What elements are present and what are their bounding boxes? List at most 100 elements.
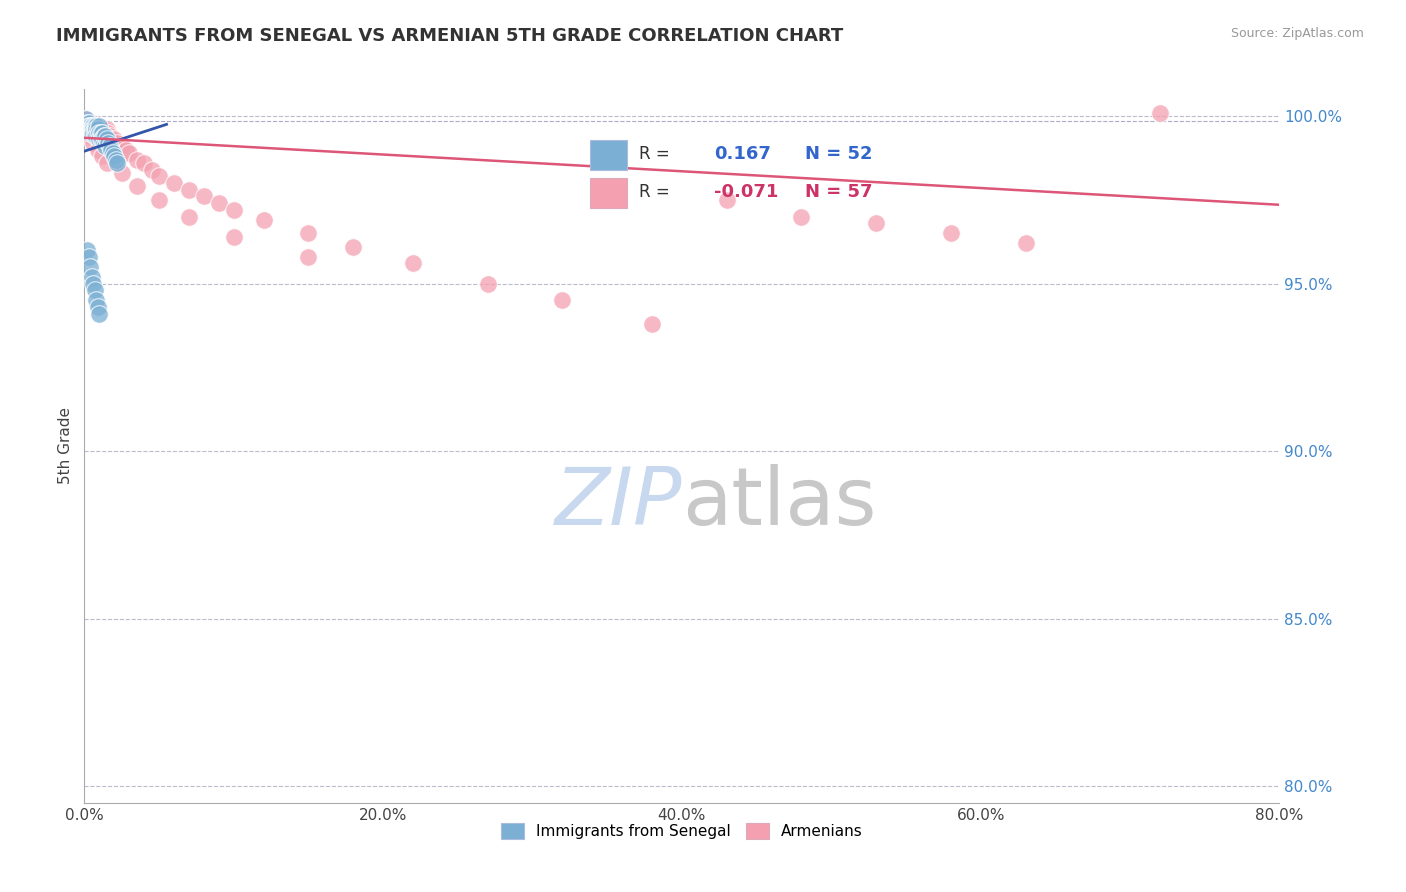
Point — [91, 149, 114, 163]
Point — [83, 283, 105, 297]
Point — [94, 129, 117, 144]
Point — [96, 122, 118, 136]
Point — [89, 132, 111, 146]
Point — [80, 119, 103, 133]
Point — [551, 293, 574, 308]
Point — [148, 193, 170, 207]
Point — [208, 196, 231, 211]
Point — [90, 126, 112, 140]
Point — [96, 132, 118, 146]
Point — [77, 250, 100, 264]
Point — [93, 126, 115, 140]
Point — [77, 116, 100, 130]
Point — [79, 260, 101, 274]
Point — [91, 122, 114, 136]
Point — [89, 119, 111, 133]
Point — [297, 227, 319, 241]
Point — [716, 193, 738, 207]
Legend: Immigrants from Senegal, Armenians: Immigrants from Senegal, Armenians — [495, 817, 869, 845]
Point — [297, 250, 319, 264]
Point — [105, 136, 128, 150]
Point — [75, 112, 97, 127]
Point — [342, 240, 364, 254]
Point — [93, 136, 115, 150]
Point — [82, 119, 104, 133]
Point — [118, 145, 141, 160]
Point — [94, 126, 117, 140]
Point — [111, 139, 134, 153]
Point — [100, 143, 122, 157]
Point — [87, 143, 110, 157]
Point — [177, 210, 200, 224]
Point — [80, 119, 103, 133]
Point — [98, 139, 121, 153]
Point — [222, 202, 245, 217]
Point — [82, 136, 104, 150]
Point — [89, 119, 111, 133]
Point — [77, 129, 100, 144]
Point — [101, 145, 124, 160]
Point — [75, 112, 97, 127]
Point — [76, 116, 98, 130]
Point — [641, 317, 664, 331]
Point — [83, 129, 105, 144]
Point — [79, 122, 101, 136]
Point — [104, 153, 127, 167]
Text: Source: ZipAtlas.com: Source: ZipAtlas.com — [1230, 27, 1364, 40]
Point — [96, 156, 118, 170]
Point — [91, 126, 114, 140]
Point — [82, 126, 104, 140]
Point — [76, 119, 98, 133]
Point — [163, 176, 186, 190]
Point — [77, 122, 100, 136]
Point — [939, 227, 962, 241]
Point — [82, 122, 104, 136]
Point — [79, 119, 101, 133]
Text: IMMIGRANTS FROM SENEGAL VS ARMENIAN 5TH GRADE CORRELATION CHART: IMMIGRANTS FROM SENEGAL VS ARMENIAN 5TH … — [56, 27, 844, 45]
Point — [83, 126, 105, 140]
Point — [103, 149, 125, 163]
Point — [97, 126, 120, 140]
Point — [90, 132, 112, 146]
Point — [86, 293, 108, 308]
Point — [253, 212, 276, 227]
Point — [89, 126, 111, 140]
Point — [790, 210, 813, 224]
Point — [125, 153, 148, 167]
Point — [94, 139, 117, 153]
Point — [111, 166, 134, 180]
Point — [87, 300, 110, 314]
Point — [80, 126, 103, 140]
Point — [193, 189, 215, 203]
Point — [402, 256, 425, 270]
Point — [865, 216, 887, 230]
Point — [125, 179, 148, 194]
Point — [79, 126, 101, 140]
Text: ZIP: ZIP — [554, 464, 682, 542]
Point — [86, 119, 108, 133]
Point — [222, 229, 245, 244]
Point — [83, 122, 105, 136]
Point — [76, 116, 98, 130]
Point — [80, 116, 103, 130]
Point — [87, 122, 110, 136]
Point — [97, 136, 120, 150]
Point — [477, 277, 499, 291]
Point — [87, 129, 110, 144]
Point — [1014, 236, 1036, 251]
Point — [1149, 105, 1171, 120]
Point — [141, 162, 163, 177]
Point — [132, 156, 156, 170]
Point — [79, 119, 101, 133]
Point — [115, 143, 138, 157]
Point — [80, 269, 103, 284]
Point — [77, 119, 100, 133]
Point — [105, 156, 128, 170]
Point — [91, 132, 114, 146]
Point — [103, 132, 125, 146]
Point — [83, 122, 105, 136]
Point — [90, 122, 112, 136]
Point — [82, 119, 104, 133]
Point — [93, 129, 115, 144]
Point — [86, 129, 108, 144]
